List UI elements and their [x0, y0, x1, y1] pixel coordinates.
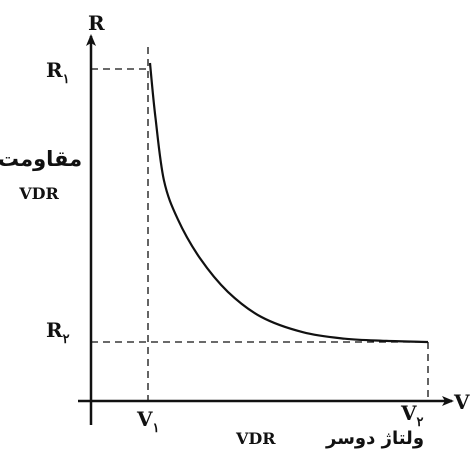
x-axis-letter: V	[453, 390, 470, 414]
resistance-curve	[148, 62, 429, 344]
y-caption-fa: مقاومت	[0, 147, 82, 171]
y-tick-r2-sub: ۲	[63, 332, 70, 347]
x-tick-v2-sub: ۲	[417, 415, 424, 430]
x-tick-v1-main: V	[136, 407, 153, 431]
x-tick-v1-sub: ۱	[153, 421, 160, 436]
x-tick-v1: V۱	[136, 407, 160, 436]
y-caption-en: VDR	[18, 184, 59, 203]
x-tick-v2-main: V	[400, 401, 417, 425]
x-tick-v2: V۲	[400, 401, 424, 430]
y-tick-r1: R۱	[46, 58, 70, 87]
x-caption-fa: ولتاژ دوسر	[325, 428, 424, 449]
y-axis-letter: R	[88, 11, 105, 35]
y-tick-r1-main: R	[46, 58, 63, 82]
y-tick-r2-main: R	[46, 318, 63, 342]
y-tick-r1-sub: ۱	[63, 72, 70, 87]
y-tick-r2: R۲	[46, 318, 70, 347]
x-caption-en: VDR	[235, 429, 276, 448]
